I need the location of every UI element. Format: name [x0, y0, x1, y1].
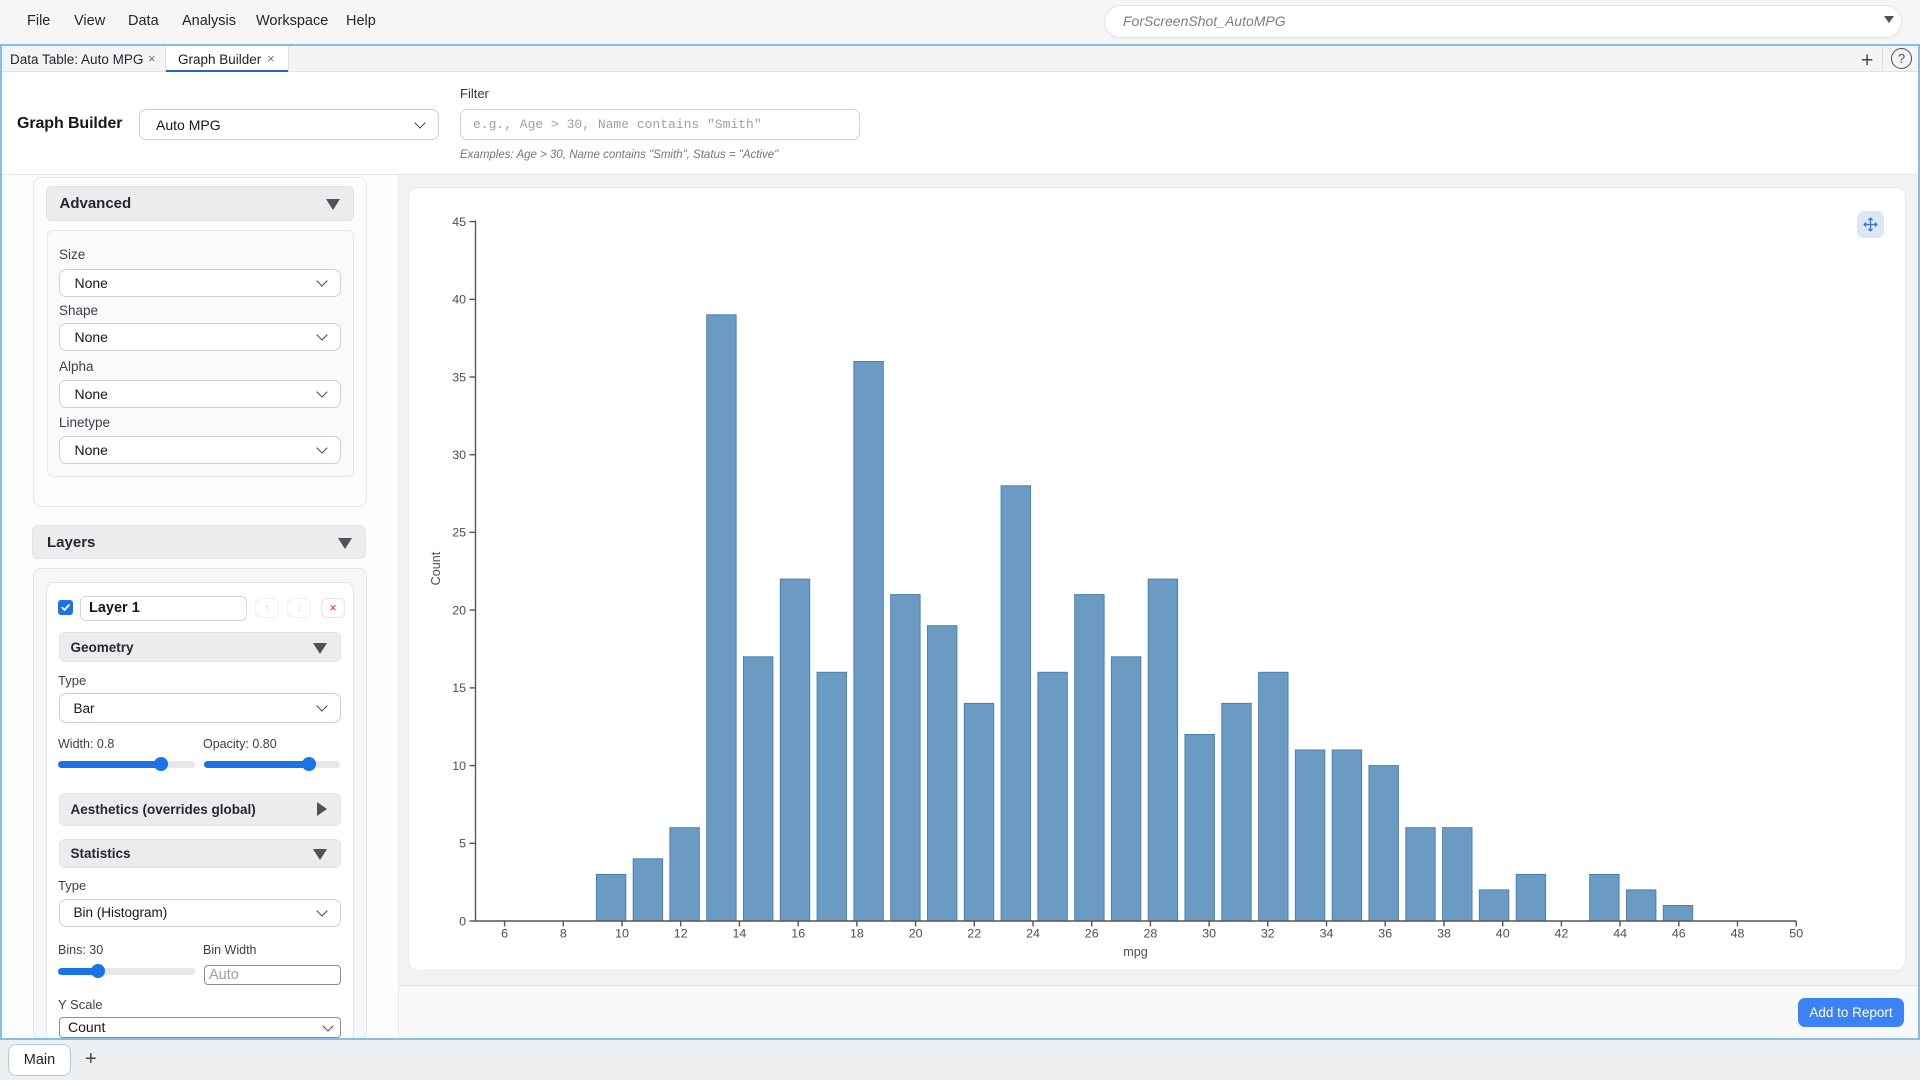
- svg-text:Count: Count: [429, 551, 443, 585]
- svg-text:38: 38: [1437, 927, 1451, 941]
- svg-text:14: 14: [733, 927, 747, 941]
- svg-text:40: 40: [1496, 927, 1510, 941]
- svg-text:30: 30: [452, 448, 466, 462]
- svg-text:12: 12: [674, 927, 688, 941]
- svg-text:30: 30: [1202, 927, 1216, 941]
- svg-text:10: 10: [452, 759, 466, 773]
- svg-text:42: 42: [1555, 927, 1569, 941]
- svg-text:50: 50: [1789, 927, 1803, 941]
- svg-text:46: 46: [1672, 927, 1686, 941]
- svg-text:20: 20: [909, 927, 923, 941]
- svg-text:10: 10: [615, 927, 629, 941]
- svg-text:26: 26: [1085, 927, 1099, 941]
- svg-text:6: 6: [501, 927, 508, 941]
- svg-text:0: 0: [459, 914, 466, 928]
- svg-text:20: 20: [452, 603, 466, 617]
- svg-text:25: 25: [452, 526, 466, 540]
- svg-text:44: 44: [1613, 927, 1627, 941]
- svg-text:mpg: mpg: [1123, 945, 1148, 959]
- svg-text:15: 15: [452, 681, 466, 695]
- svg-text:5: 5: [459, 837, 466, 851]
- svg-text:35: 35: [452, 370, 466, 384]
- svg-text:28: 28: [1144, 927, 1158, 941]
- svg-text:32: 32: [1261, 927, 1275, 941]
- svg-text:45: 45: [452, 215, 466, 229]
- svg-text:24: 24: [1026, 927, 1040, 941]
- svg-text:48: 48: [1731, 927, 1745, 941]
- svg-text:18: 18: [850, 927, 864, 941]
- svg-text:34: 34: [1320, 927, 1334, 941]
- svg-text:22: 22: [967, 927, 981, 941]
- svg-text:16: 16: [791, 927, 805, 941]
- svg-text:40: 40: [452, 293, 466, 307]
- svg-text:8: 8: [560, 927, 567, 941]
- svg-text:36: 36: [1378, 927, 1392, 941]
